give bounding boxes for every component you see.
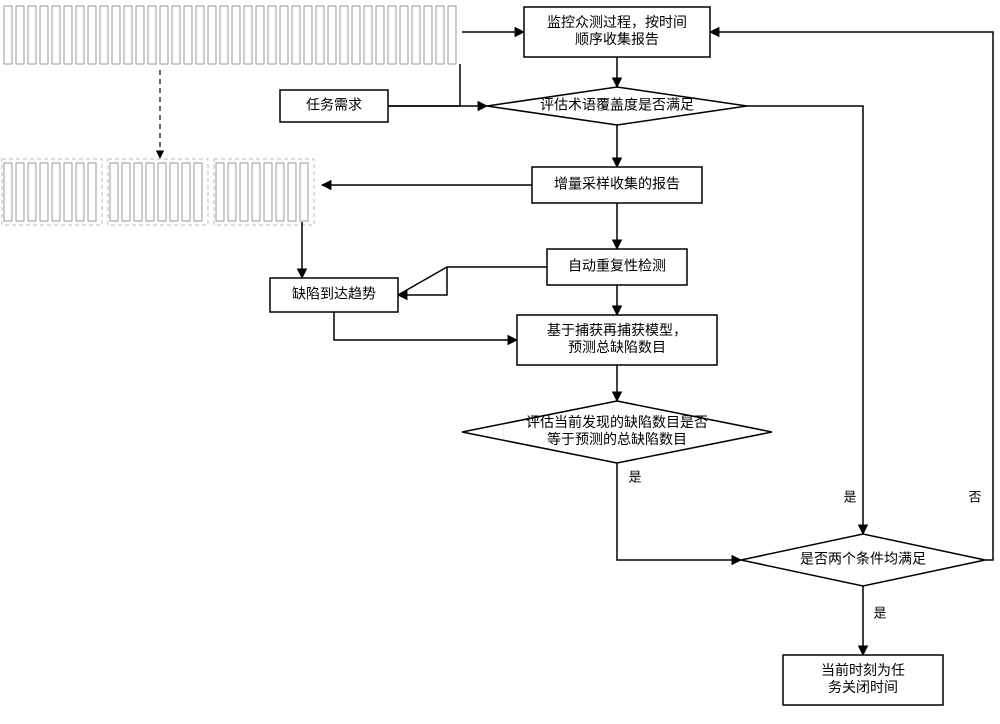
n_task-text: 任务需求 bbox=[306, 97, 362, 113]
top-bar bbox=[400, 6, 408, 64]
top-bar bbox=[52, 6, 60, 64]
e_both_no_loop bbox=[710, 32, 993, 560]
top-bar bbox=[28, 6, 36, 64]
top-bar bbox=[148, 6, 156, 64]
n_eval_cov-text: 评估术语覆盖度是否满足 bbox=[540, 97, 694, 113]
bottom-bar bbox=[216, 163, 224, 221]
bottom-bar bbox=[170, 163, 178, 221]
top-bar bbox=[88, 6, 96, 64]
n_close-text: 务关闭时间 bbox=[828, 679, 898, 695]
n_trend: 缺陷到达趋势 bbox=[270, 278, 398, 312]
bottom-bar bbox=[264, 163, 272, 221]
top-bar bbox=[280, 6, 288, 64]
top-bar bbox=[4, 6, 12, 64]
top-bar bbox=[172, 6, 180, 64]
bottom-bar bbox=[228, 163, 236, 221]
e_cov_yes_to_both bbox=[747, 106, 863, 534]
top-bar bbox=[112, 6, 120, 64]
n_sample-text: 增量采样收集的报告 bbox=[554, 176, 680, 192]
bottom-bar bbox=[158, 163, 166, 221]
top-bar bbox=[268, 6, 276, 64]
top-bar bbox=[292, 6, 300, 64]
n_monitor: 监控众测过程，按时间顺序收集报告 bbox=[524, 7, 710, 57]
n_close: 当前时刻为任务关闭时间 bbox=[783, 655, 943, 705]
n_eval_cov: 评估术语覆盖度是否满足 bbox=[487, 87, 747, 125]
top-bar bbox=[40, 6, 48, 64]
top-bar bbox=[436, 6, 444, 64]
bottom-bar bbox=[40, 163, 48, 221]
e_trend_from_dup_arrow bbox=[398, 267, 447, 295]
top-bar bbox=[124, 6, 132, 64]
n_sample: 增量采样收集的报告 bbox=[532, 167, 702, 203]
n_eval_cnt-text: 等于预测的总缺陷数目 bbox=[547, 431, 687, 447]
top-bar bbox=[412, 6, 420, 64]
bottom-bar bbox=[4, 163, 12, 221]
top-bar bbox=[76, 6, 84, 64]
e_topbars_down bbox=[388, 64, 460, 106]
bottom-bar bbox=[252, 163, 260, 221]
n_eval_cnt: 评估当前发现的缺陷数目是否等于预测的总缺陷数目 bbox=[462, 401, 772, 463]
e_trend_to_predict bbox=[334, 312, 517, 340]
e_both_yes_to_close-label: 是 bbox=[873, 605, 886, 620]
top-bar bbox=[340, 6, 348, 64]
bottom-bar bbox=[276, 163, 284, 221]
bottom-bar bbox=[288, 163, 296, 221]
top-bar bbox=[244, 6, 252, 64]
top-bar bbox=[352, 6, 360, 64]
bottom-bar bbox=[134, 163, 142, 221]
bottom-bar bbox=[16, 163, 24, 221]
n_monitor-text: 监控众测过程，按时间 bbox=[547, 14, 687, 30]
bottom-bar bbox=[76, 163, 84, 221]
top-bar bbox=[196, 6, 204, 64]
e_dup_to_trend bbox=[447, 267, 547, 278]
n_trend-text: 缺陷到达趋势 bbox=[292, 286, 376, 302]
n_monitor-text: 顺序收集报告 bbox=[575, 31, 659, 47]
bottom-bar bbox=[300, 163, 308, 221]
bottom-bar bbox=[122, 163, 130, 221]
bottom-bar bbox=[240, 163, 248, 221]
top-bar bbox=[376, 6, 384, 64]
n_task: 任务需求 bbox=[280, 90, 388, 122]
top-bar bbox=[424, 6, 432, 64]
top-bar bbox=[64, 6, 72, 64]
top-bar bbox=[328, 6, 336, 64]
top-bar bbox=[208, 6, 216, 64]
top-bar bbox=[136, 6, 144, 64]
top-bar bbox=[220, 6, 228, 64]
n_bothcond-text: 是否两个条件均满足 bbox=[800, 551, 926, 567]
e_cnt_yes_to_both-label: 是 bbox=[628, 469, 641, 484]
top-bar bbox=[100, 6, 108, 64]
bottom-bar bbox=[146, 163, 154, 221]
bottom-bar bbox=[182, 163, 190, 221]
top-bar bbox=[388, 6, 396, 64]
n_predict: 基于捕获再捕获模型，预测总缺陷数目 bbox=[517, 315, 717, 365]
top-bar bbox=[316, 6, 324, 64]
bottom-bar bbox=[64, 163, 72, 221]
top-bar bbox=[184, 6, 192, 64]
bottom-bar bbox=[88, 163, 96, 221]
top-bar bbox=[160, 6, 168, 64]
top-bar bbox=[256, 6, 264, 64]
n_predict-text: 基于捕获再捕获模型， bbox=[547, 322, 687, 338]
e_both_no_loop-label: 否 bbox=[968, 489, 981, 504]
bottom-bar bbox=[52, 163, 60, 221]
bottom-bar bbox=[194, 163, 202, 221]
n_eval_cnt-text: 评估当前发现的缺陷数目是否 bbox=[526, 414, 708, 430]
top-bar bbox=[364, 6, 372, 64]
n_bothcond: 是否两个条件均满足 bbox=[741, 534, 985, 586]
top-bar bbox=[232, 6, 240, 64]
e_cov_yes_to_both-label: 是 bbox=[843, 489, 856, 504]
top-bar bbox=[304, 6, 312, 64]
n_dup: 自动重复性检测 bbox=[547, 249, 687, 285]
bottom-bar bbox=[28, 163, 36, 221]
bottom-bar bbox=[110, 163, 118, 221]
top-bar bbox=[448, 6, 456, 64]
n_close-text: 当前时刻为任 bbox=[821, 662, 905, 678]
n_dup-text: 自动重复性检测 bbox=[568, 258, 666, 274]
n_predict-text: 预测总缺陷数目 bbox=[568, 339, 666, 355]
top-bar bbox=[16, 6, 24, 64]
